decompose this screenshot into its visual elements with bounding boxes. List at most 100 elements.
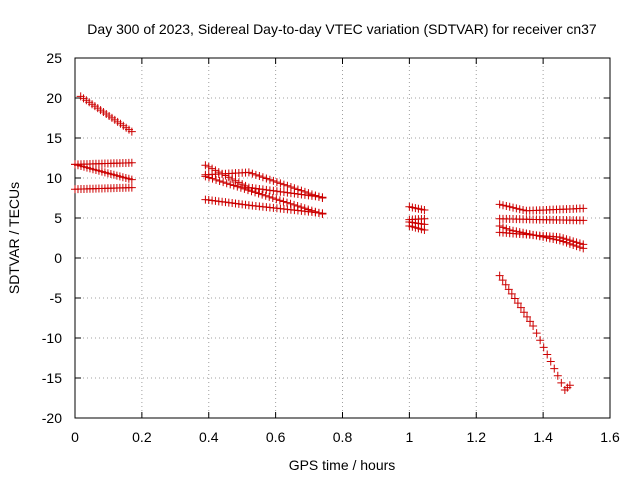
data-point [498,276,507,285]
data-point [276,179,285,188]
series-track-1 [76,92,136,136]
series-track-9 [405,202,429,214]
data-point [543,350,552,359]
data-point [318,194,327,202]
data-point [229,181,238,190]
data-point [523,312,532,321]
data-point [565,381,574,390]
data-point [559,234,568,243]
data-point [279,197,288,206]
x-tick-label: 1.2 [467,429,487,445]
y-tick-label: -20 [42,410,62,426]
data-point [127,158,136,167]
y-tick-label: -15 [42,370,62,386]
data-point [526,317,535,326]
data-point [215,176,224,185]
data-point [304,189,313,198]
y-tick-label: 25 [46,50,62,66]
data-point [201,172,210,181]
data-point [579,204,588,213]
data-point [127,175,136,184]
data-point [231,176,240,185]
series-track-8 [201,195,327,218]
data-point [251,188,260,197]
data-point [557,378,566,387]
data-point [536,336,545,345]
data-point [546,357,555,366]
y-tick-label: 5 [54,210,62,226]
data-point [275,196,284,205]
data-point [127,127,136,136]
data-point [201,161,210,170]
data-point [495,200,504,209]
data-point [226,180,235,189]
data-points [71,92,588,394]
y-axis-label: SDTVAR / TECUs [6,182,22,294]
data-point [243,186,252,195]
data-point [234,178,243,187]
data-point [504,285,513,294]
data-point [579,216,588,225]
data-point [579,240,588,249]
data-point [290,184,299,193]
data-point [212,175,221,184]
x-tick-labels: 0 0.2 0.4 0.6 0.8 1 1.2 1.4 1.6 [71,429,620,445]
data-point [262,174,271,183]
series-track-17 [495,271,574,394]
data-point [555,233,564,242]
data-point [553,371,562,380]
data-point [265,175,274,184]
data-point [219,178,228,187]
data-point [236,183,245,192]
data-point [529,322,538,330]
data-point [269,176,278,185]
data-point [258,173,267,182]
y-tick-labels: -20 -15 -10 -5 0 5 10 15 20 25 [42,50,62,426]
data-point [283,181,292,190]
data-point [572,238,581,247]
series-track-14 [495,214,588,225]
data-point [509,203,518,212]
data-point [208,174,217,183]
x-tick-label: 1 [405,429,413,445]
series-track-7 [201,172,327,218]
data-point [311,191,320,200]
x-tick-label: 0.2 [132,429,152,445]
data-point [562,235,571,244]
x-axis-label: GPS time / hours [289,457,396,473]
data-point [501,280,510,289]
data-point [222,179,231,188]
y-tick-label: 20 [46,90,62,106]
data-point [244,168,253,177]
series-track-13 [495,200,588,215]
grid-lines [75,58,610,418]
data-point [268,194,277,203]
data-point [513,299,522,308]
x-tick-label: 0.4 [199,429,219,445]
data-point [238,180,247,189]
data-point [251,170,260,179]
y-tick-label: 15 [46,130,62,146]
chart-title: Day 300 of 2023, Sidereal Day-to-day VTE… [87,21,597,37]
data-point [569,237,578,246]
data-point [507,289,516,298]
data-point [495,271,504,280]
data-point [510,294,519,303]
data-point [565,236,574,245]
data-point [240,184,249,193]
data-point [502,202,511,210]
data-point [314,192,323,201]
data-point [248,169,257,178]
data-point [204,173,213,182]
series-track-4 [71,183,136,194]
x-tick-label: 0.8 [333,429,353,445]
data-point [255,172,264,181]
data-point [265,192,274,201]
data-point [318,209,327,218]
data-point [420,226,429,234]
x-tick-label: 0.6 [266,429,286,445]
x-tick-label: 0 [71,429,79,445]
data-point [532,329,541,338]
data-point [420,206,429,214]
